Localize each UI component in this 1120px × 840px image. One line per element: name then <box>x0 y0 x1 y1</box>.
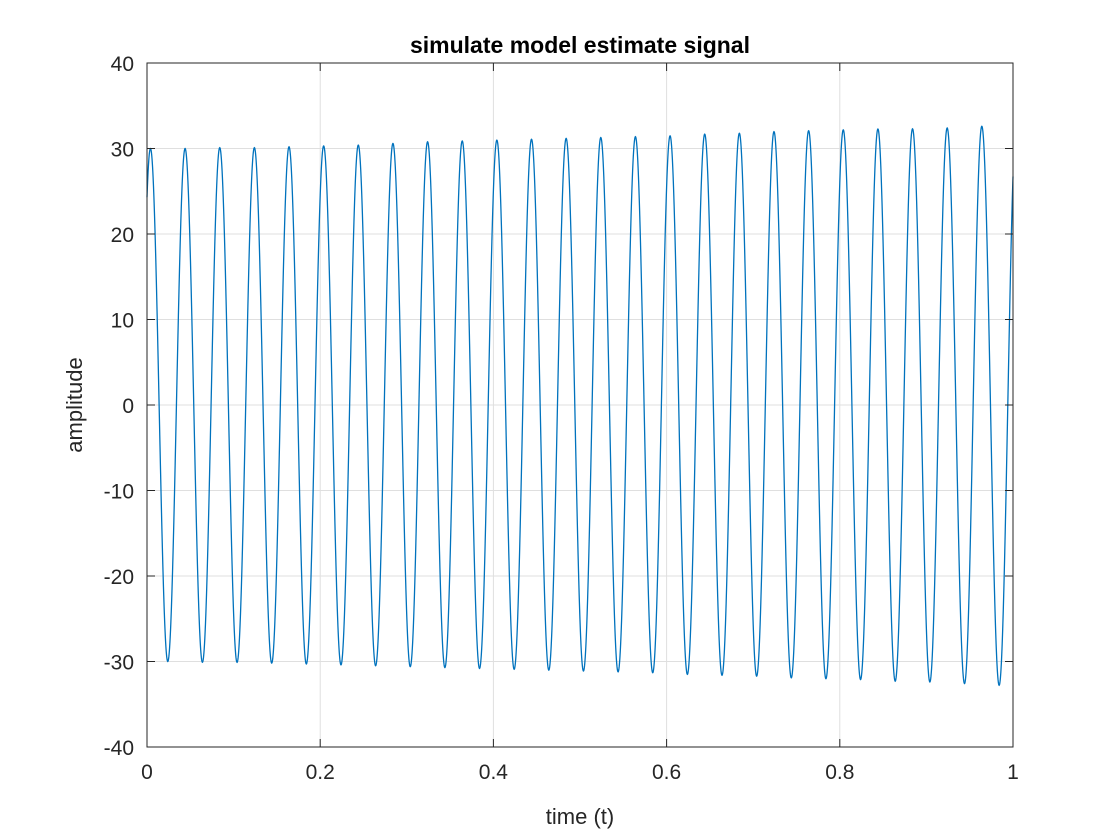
tick-marks <box>146 62 1014 748</box>
chart-title: simulate model estimate signal <box>410 32 750 58</box>
y-tick-label: -10 <box>104 481 134 504</box>
x-tick-label: 0.2 <box>306 761 335 784</box>
y-tick-label: 20 <box>111 224 134 247</box>
y-axis-label: amplitude <box>62 357 87 452</box>
x-axis-label: time (t) <box>546 804 614 829</box>
x-tick-label: 0.4 <box>479 761 509 784</box>
x-tick-label: 0.8 <box>825 761 854 784</box>
plot-area: 0 0.2 0.4 0.6 0.8 1 -40 -30 -20 -10 0 10 20 30 40 <box>104 53 1019 784</box>
y-tick-label: -40 <box>104 737 134 760</box>
y-tick-label: -30 <box>104 652 134 675</box>
y-tick-label: 10 <box>111 310 134 333</box>
x-tick-label: 0 <box>141 761 153 784</box>
y-tick-label: 30 <box>111 139 134 162</box>
x-tick-labels: 0 0.2 0.4 0.6 0.8 1 <box>141 761 1019 784</box>
x-tick-label: 0.6 <box>652 761 681 784</box>
y-tick-label: 0 <box>122 395 134 418</box>
y-tick-label: 40 <box>111 53 134 76</box>
y-tick-labels: -40 -30 -20 -10 0 10 20 30 40 <box>104 53 134 760</box>
y-tick-label: -20 <box>104 566 134 589</box>
x-tick-label: 1 <box>1007 761 1019 784</box>
signal-line <box>146 125 1014 687</box>
